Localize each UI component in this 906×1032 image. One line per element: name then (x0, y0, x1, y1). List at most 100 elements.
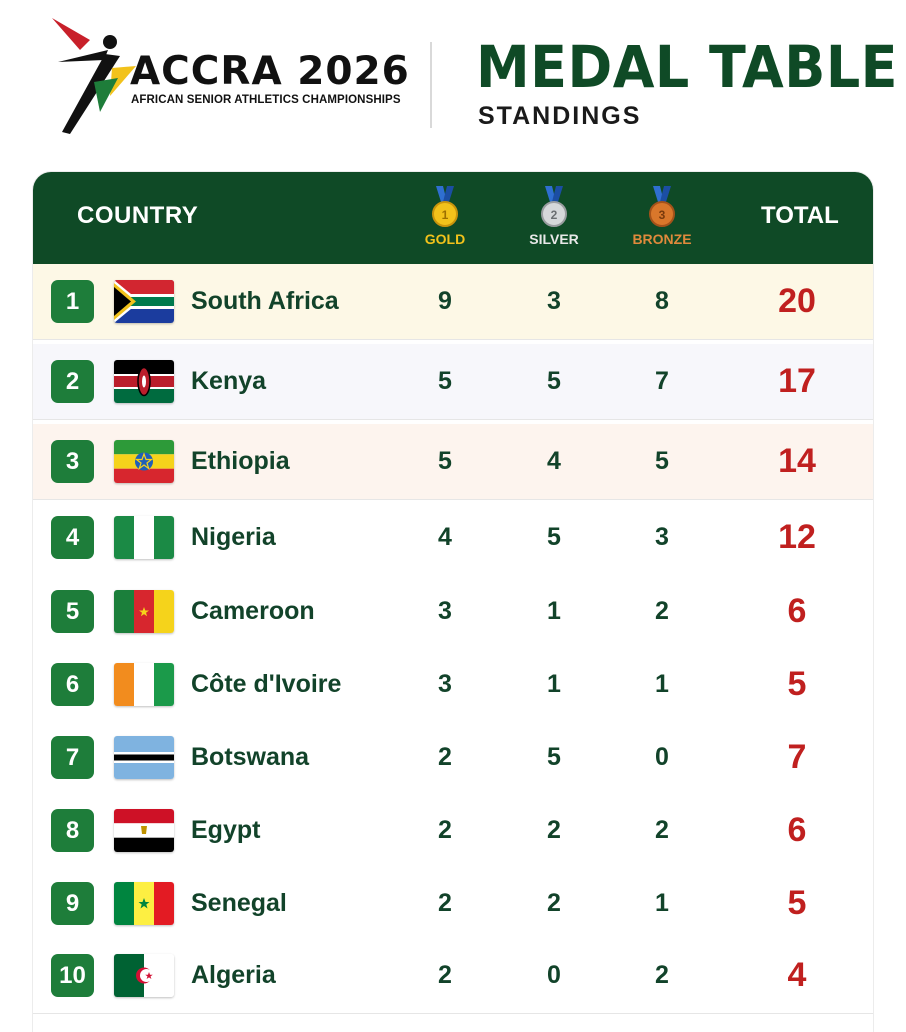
table-row: 8 Egypt 2 2 2 6 (33, 793, 873, 869)
gold-medal-icon: 1 (432, 186, 458, 227)
rank-badge: 5 (51, 590, 94, 633)
header-divider (430, 42, 432, 128)
bronze-count: 5 (655, 447, 669, 475)
rank-badge: 6 (51, 663, 94, 706)
rank-badge: 2 (51, 360, 94, 403)
country-name: Kenya (191, 367, 267, 395)
country-name: Egypt (191, 816, 261, 844)
column-header-gold: 1 GOLD (405, 186, 485, 247)
table-row: 7 Botswana 2 5 0 7 (33, 720, 873, 796)
ethiopia-flag-icon (114, 440, 174, 483)
total-count: 4 (787, 956, 807, 994)
silver-medal-icon: 2 (541, 186, 567, 227)
column-header-silver: 2 SILVER (514, 186, 594, 247)
silver-count: 2 (547, 816, 561, 844)
total-count: 5 (787, 665, 807, 703)
bronze-count: 7 (655, 367, 669, 395)
silver-count: 1 (547, 597, 561, 625)
bronze-count: 1 (655, 670, 669, 698)
rank-badge: 8 (51, 809, 94, 852)
total-count: 17 (778, 362, 816, 400)
table-row: 9 Senegal 2 2 1 5 (33, 866, 873, 942)
country-name: Côte d'Ivoire (191, 670, 342, 698)
bronze-count: 0 (655, 743, 669, 771)
algeria-flag-icon (114, 954, 174, 997)
silver-count: 4 (547, 447, 561, 475)
cote-divoire-flag-icon (114, 663, 174, 706)
gold-count: 4 (438, 523, 452, 551)
table-header: COUNTRY 1 GOLD 2 SILVER (33, 172, 873, 264)
total-count: 6 (787, 592, 807, 630)
total-count: 5 (787, 884, 807, 922)
table-row: 5 Cameroon 3 1 2 6 (33, 574, 873, 650)
silver-count: 3 (547, 287, 561, 315)
silver-count: 5 (547, 743, 561, 771)
silver-count: 2 (547, 889, 561, 917)
logo-title: ACCRA 2026 (130, 49, 410, 94)
table-row: 3 Ethiopia 5 4 5 14 (33, 424, 873, 500)
total-count: 20 (778, 282, 816, 320)
total-count: 6 (787, 811, 807, 849)
column-header-country: COUNTRY (77, 202, 199, 229)
bronze-count: 2 (655, 961, 669, 989)
gold-count: 2 (438, 816, 452, 844)
botswana-flag-icon (114, 736, 174, 779)
table-row: 1 South Africa 9 3 8 20 (33, 264, 873, 340)
bronze-count: 1 (655, 889, 669, 917)
page-title: MEDAL TABLE (476, 33, 899, 101)
bronze-count: 8 (655, 287, 669, 315)
gold-count: 5 (438, 367, 452, 395)
south-africa-flag-icon (114, 280, 174, 323)
svg-text:1: 1 (442, 208, 449, 222)
kenya-flag-icon (114, 360, 174, 403)
svg-text:2: 2 (551, 208, 558, 222)
column-header-bronze: 3 BRONZE (622, 186, 702, 247)
silver-count: 5 (547, 367, 561, 395)
silver-count: 0 (547, 961, 561, 989)
page-subtitle: STANDINGS (478, 102, 642, 130)
bronze-count: 2 (655, 816, 669, 844)
silver-label: SILVER (529, 231, 579, 247)
athlete-logo-icon (52, 18, 136, 134)
rank-badge: 9 (51, 882, 94, 925)
svg-text:3: 3 (659, 208, 666, 222)
gold-count: 2 (438, 889, 452, 917)
page-header: ACCRA 2026 AFRICAN SENIOR ATHLETICS CHAM… (0, 0, 906, 165)
column-header-total: TOTAL (761, 202, 839, 229)
silver-count: 1 (547, 670, 561, 698)
rank-badge: 1 (51, 280, 94, 323)
country-name: Cameroon (191, 597, 315, 625)
silver-count: 5 (547, 523, 561, 551)
country-name: Ethiopia (191, 447, 290, 475)
gold-count: 3 (438, 597, 452, 625)
nigeria-flag-icon (114, 516, 174, 559)
country-name: Algeria (191, 961, 276, 989)
rank-badge: 3 (51, 440, 94, 483)
table-row: 2 Kenya 5 5 7 17 (33, 344, 873, 420)
table-row: 6 Côte d'Ivoire 3 1 1 5 (33, 647, 873, 723)
rank-badge: 10 (51, 954, 94, 997)
cameroon-flag-icon (114, 590, 174, 633)
country-name: Botswana (191, 743, 310, 771)
gold-count: 9 (438, 287, 452, 315)
bronze-medal-icon: 3 (649, 186, 675, 227)
total-count: 7 (787, 738, 807, 776)
table-row: 4 Nigeria 4 5 3 12 (33, 500, 873, 576)
total-count: 12 (778, 518, 816, 556)
country-name: Nigeria (191, 523, 276, 551)
gold-count: 2 (438, 743, 452, 771)
logo-subtitle: AFRICAN SENIOR ATHLETICS CHAMPIONSHIPS (131, 94, 401, 106)
bronze-count: 3 (655, 523, 669, 551)
bronze-label: BRONZE (632, 231, 692, 247)
country-name: Senegal (191, 889, 287, 917)
rank-badge: 4 (51, 516, 94, 559)
medal-table: COUNTRY 1 GOLD 2 SILVER (33, 172, 873, 1032)
country-name: South Africa (191, 287, 339, 315)
bronze-count: 2 (655, 597, 669, 625)
total-count: 14 (778, 442, 816, 480)
gold-label: GOLD (424, 231, 466, 247)
egypt-flag-icon (114, 809, 174, 852)
table-row: 10 Algeria 2 0 2 4 (33, 938, 873, 1014)
gold-count: 5 (438, 447, 452, 475)
senegal-flag-icon (114, 882, 174, 925)
